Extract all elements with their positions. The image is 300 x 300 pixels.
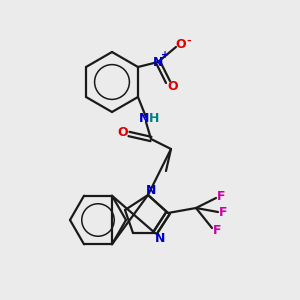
Text: N: N [139, 112, 149, 125]
Text: -: - [187, 36, 191, 46]
Text: N: N [146, 184, 156, 196]
Text: +: + [161, 50, 169, 60]
Text: N: N [155, 232, 165, 244]
Text: H: H [149, 112, 159, 124]
Text: N: N [153, 56, 163, 68]
Text: F: F [219, 206, 227, 218]
Text: O: O [118, 127, 128, 140]
Text: O: O [176, 38, 186, 50]
Text: F: F [217, 190, 225, 203]
Text: O: O [168, 80, 178, 94]
Text: F: F [213, 224, 221, 236]
